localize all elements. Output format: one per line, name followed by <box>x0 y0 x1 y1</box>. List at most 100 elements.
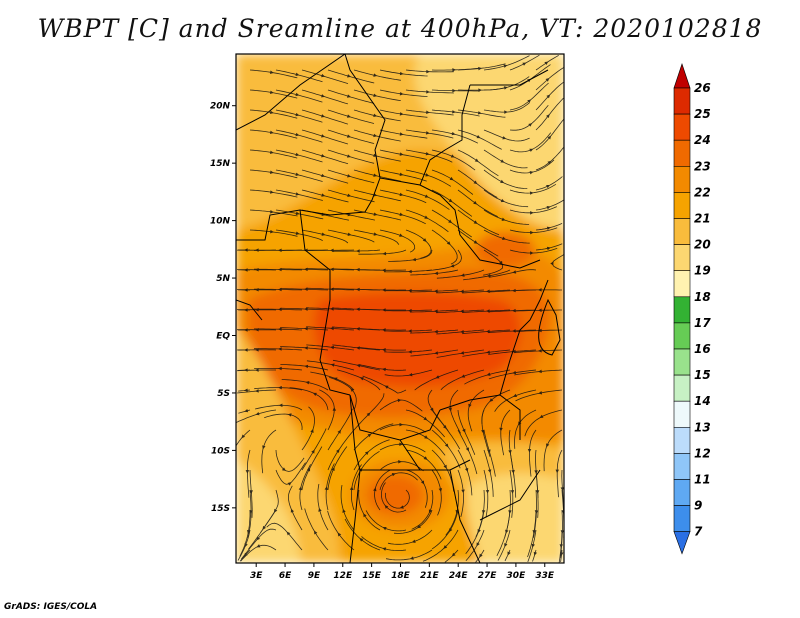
streamline-arrow <box>321 154 326 158</box>
streamline <box>332 344 381 351</box>
streamline-arrow <box>382 547 387 551</box>
streamline <box>384 369 433 377</box>
streamline-arrow <box>538 288 542 292</box>
streamline-arrow <box>397 398 402 403</box>
streamline-arrow <box>502 136 507 140</box>
streamline <box>327 209 375 221</box>
streamline <box>247 489 252 538</box>
streamline <box>431 469 442 516</box>
streamline-arrow <box>476 542 480 547</box>
colorbar-cell <box>673 113 691 141</box>
streamline <box>275 189 323 201</box>
streamline-arrow <box>373 212 378 216</box>
streamline-arrow <box>504 110 508 114</box>
streamline <box>301 169 349 184</box>
streamline-arrow <box>464 467 469 472</box>
streamline-arrow <box>443 545 448 549</box>
streamline-arrow <box>295 172 300 176</box>
streamline-arrow <box>487 469 492 474</box>
streamline-arrow <box>347 232 352 236</box>
streamline <box>344 518 381 551</box>
x-tick-label: 6E <box>279 571 292 581</box>
streamline-arrow <box>486 350 490 354</box>
streamline-arrow <box>529 191 534 195</box>
streamline-arrow <box>295 112 300 117</box>
streamline <box>266 522 303 551</box>
streamline <box>238 389 251 392</box>
streamline-arrow <box>499 427 503 432</box>
streamline <box>249 129 298 139</box>
streamline-arrow <box>530 251 534 255</box>
streamline <box>353 393 385 431</box>
streamline-arrow <box>423 456 428 460</box>
streamline <box>327 69 375 84</box>
colorbar-label: 15 <box>694 368 711 382</box>
streamline <box>405 409 446 438</box>
streamline <box>249 189 298 198</box>
streamline-arrow <box>295 152 300 157</box>
streamline <box>280 364 329 371</box>
streamline-arrow <box>426 69 430 74</box>
streamline <box>457 229 499 257</box>
colorbar-cell <box>673 426 691 454</box>
colorbar-label: 11 <box>694 473 711 487</box>
streamline-arrow <box>270 190 274 194</box>
streamline-arrow <box>346 94 351 98</box>
x-tick-label: 12E <box>333 571 353 581</box>
streamline <box>488 369 537 380</box>
streamline-arrow <box>555 469 559 474</box>
streamline-arrow <box>306 467 311 472</box>
streamline <box>379 129 428 139</box>
streamline-arrow <box>512 308 516 313</box>
streamline-arrow <box>546 114 550 118</box>
streamline <box>353 149 401 162</box>
field-band-20-southeast <box>440 442 564 490</box>
streamline <box>301 446 323 491</box>
streamline <box>405 149 453 163</box>
streamline-arrow <box>324 486 329 490</box>
x-tick-label: 18E <box>391 571 411 581</box>
streamline-arrow <box>451 552 456 557</box>
streamline-arrow <box>547 135 552 140</box>
streamline-arrow <box>408 329 412 333</box>
streamline <box>462 289 511 294</box>
y-axis: 20N 15N 10N 5N EQ 5S 10S 15S <box>210 102 236 514</box>
streamline-arrow <box>529 170 534 175</box>
streamline <box>514 409 537 449</box>
streamline-arrow <box>304 326 308 331</box>
streamline-arrow <box>476 134 481 139</box>
streamline-arrow <box>346 114 351 118</box>
streamline-arrow <box>448 198 453 203</box>
streamline <box>431 229 458 265</box>
streamline-arrow <box>269 150 274 155</box>
streamline-arrow <box>321 94 326 98</box>
streamline <box>431 169 474 195</box>
streamline-arrow <box>331 466 335 471</box>
streamline <box>249 149 298 159</box>
streamline-arrow <box>544 61 549 65</box>
x-axis: 3E 6E 9E 12E 15E 18E 21E 24E 27E 30E 33E <box>250 563 555 581</box>
streamline-arrow <box>295 132 300 137</box>
colorbar-label: 23 <box>694 159 711 173</box>
streamline-arrow <box>434 329 438 334</box>
streamline <box>535 97 564 131</box>
streamline <box>488 329 537 334</box>
streamline <box>385 489 410 509</box>
streamline-arrow <box>304 307 308 311</box>
streamline <box>405 89 454 94</box>
streamline <box>254 368 303 371</box>
streamline <box>543 429 563 472</box>
streamline-arrow <box>409 556 414 560</box>
streamline-arrow <box>321 114 325 118</box>
colorbar-label: 17 <box>694 316 711 330</box>
streamline-arrow <box>318 507 322 512</box>
streamline <box>280 327 329 331</box>
streamline-arrow <box>408 350 412 354</box>
streamline <box>358 249 407 255</box>
streamline-arrow <box>321 193 326 197</box>
wbpt-shaded-field <box>236 54 564 563</box>
streamline <box>387 529 433 545</box>
streamline-arrow <box>478 88 482 92</box>
streamline <box>319 389 335 431</box>
